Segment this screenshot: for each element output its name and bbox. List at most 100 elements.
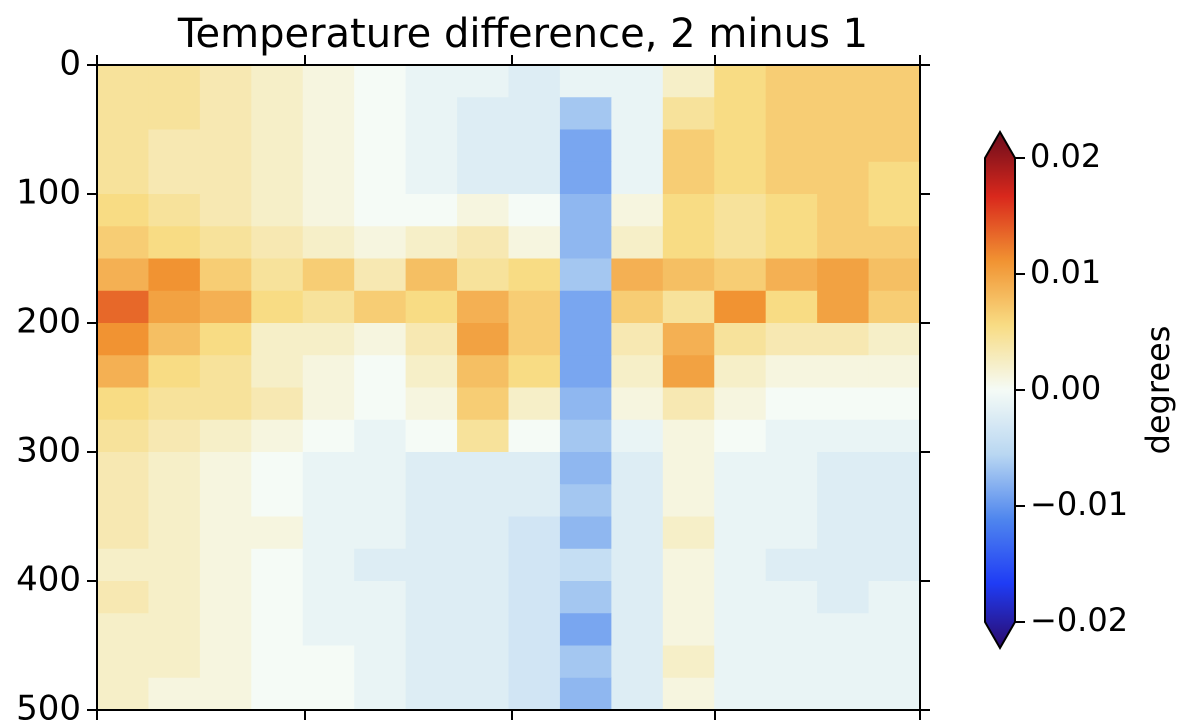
heatmap-cell bbox=[868, 129, 921, 163]
heatmap-cell bbox=[199, 258, 252, 292]
heatmap-cell bbox=[405, 677, 458, 711]
heatmap-cell bbox=[354, 548, 407, 582]
heatmap-cell bbox=[662, 419, 715, 453]
heatmap-cell bbox=[559, 161, 612, 195]
heatmap-cell bbox=[354, 355, 407, 388]
heatmap-cell bbox=[765, 355, 818, 388]
heatmap-cell bbox=[354, 452, 407, 485]
heatmap-cell bbox=[611, 387, 664, 421]
heatmap-cell bbox=[148, 194, 201, 227]
heatmap-cell bbox=[765, 97, 818, 130]
heatmap-cell bbox=[559, 677, 612, 711]
heatmap-cell bbox=[662, 290, 715, 324]
heatmap-cell bbox=[765, 484, 818, 517]
heatmap-cell bbox=[97, 452, 149, 485]
heatmap-cell bbox=[714, 516, 767, 550]
x-ticks bbox=[96, 55, 921, 720]
heatmap-cell bbox=[868, 548, 921, 582]
heatmap-cell bbox=[817, 161, 870, 195]
heatmap-cell bbox=[714, 613, 767, 646]
heatmap-cell bbox=[148, 355, 201, 388]
heatmap-cell bbox=[611, 290, 664, 324]
heatmap-cell bbox=[354, 258, 407, 292]
heatmap-cell bbox=[817, 581, 870, 614]
heatmap-cell bbox=[868, 355, 921, 388]
heatmap-cell bbox=[559, 129, 612, 163]
heatmap-cell bbox=[714, 258, 767, 292]
heatmap-cell bbox=[354, 194, 407, 227]
heatmap-cell bbox=[611, 226, 664, 259]
heatmap-cell bbox=[765, 548, 818, 582]
heatmap-cell bbox=[508, 258, 561, 292]
heatmap-cell bbox=[148, 97, 201, 130]
heatmap-cell bbox=[405, 419, 458, 453]
heatmap-cell bbox=[868, 226, 921, 259]
heatmap-cell bbox=[148, 226, 201, 259]
heatmap-cell bbox=[199, 548, 252, 582]
heatmap-cell bbox=[405, 226, 458, 259]
heatmap-cell bbox=[148, 323, 201, 356]
heatmap-cell bbox=[148, 387, 201, 421]
heatmap-cell bbox=[868, 516, 921, 550]
heatmap-cell bbox=[251, 452, 304, 485]
heatmap-cell bbox=[405, 613, 458, 646]
heatmap-cell bbox=[714, 290, 767, 324]
heatmap-cell bbox=[868, 65, 921, 98]
heatmap-cell bbox=[302, 548, 355, 582]
heatmap-cell bbox=[662, 613, 715, 646]
heatmap-cell bbox=[457, 129, 509, 163]
heatmap-cell bbox=[457, 645, 509, 679]
heatmap-cell bbox=[148, 484, 201, 517]
heatmap-cell bbox=[611, 516, 664, 550]
heatmap-cell bbox=[508, 419, 561, 453]
heatmap-cell bbox=[817, 516, 870, 550]
heatmap-cell bbox=[457, 97, 509, 130]
heatmap-cell bbox=[302, 290, 355, 324]
heatmap-cell bbox=[817, 226, 870, 259]
heatmap-cell bbox=[148, 65, 201, 98]
heatmap-cell bbox=[714, 419, 767, 453]
heatmap-cell bbox=[302, 129, 355, 163]
heatmap-cell bbox=[868, 645, 921, 679]
heatmap-cell bbox=[817, 194, 870, 227]
heatmap-cell bbox=[405, 581, 458, 614]
heatmap-cell bbox=[457, 516, 509, 550]
y-tick-label: 100 bbox=[16, 173, 81, 213]
heatmap-cell bbox=[868, 581, 921, 614]
y-tick-label: 400 bbox=[16, 560, 81, 600]
heatmap-cell bbox=[97, 387, 149, 421]
heatmap-cell bbox=[868, 323, 921, 356]
heatmap-cell bbox=[251, 290, 304, 324]
heatmap-cell bbox=[97, 677, 149, 711]
heatmap-cell bbox=[817, 387, 870, 421]
heatmap-cell bbox=[302, 452, 355, 485]
heatmap-cell bbox=[611, 258, 664, 292]
heatmap-cell bbox=[302, 677, 355, 711]
heatmap-cell bbox=[765, 258, 818, 292]
heatmap-cell bbox=[302, 419, 355, 453]
heatmap-cell bbox=[354, 484, 407, 517]
heatmap-cell bbox=[662, 129, 715, 163]
heatmap-cell bbox=[611, 548, 664, 582]
heatmap-cell bbox=[302, 516, 355, 550]
heatmap-cell bbox=[405, 355, 458, 388]
colorbar bbox=[984, 129, 1016, 651]
heatmap-cell bbox=[714, 484, 767, 517]
heatmap-cell bbox=[817, 677, 870, 711]
y-tick-label: 500 bbox=[16, 689, 81, 728]
heatmap-cell bbox=[611, 355, 664, 388]
heatmap-cell bbox=[868, 194, 921, 227]
heatmap-cell bbox=[405, 323, 458, 356]
heatmap-cell bbox=[559, 516, 612, 550]
heatmap-cell bbox=[611, 452, 664, 485]
heatmap-cell bbox=[457, 323, 509, 356]
heatmap-cell bbox=[251, 677, 304, 711]
heatmap-cell bbox=[765, 387, 818, 421]
heatmap-cell bbox=[765, 323, 818, 356]
heatmap-cell bbox=[714, 161, 767, 195]
heatmap-cell bbox=[354, 613, 407, 646]
heatmap-cell bbox=[457, 452, 509, 485]
heatmap-cell bbox=[302, 355, 355, 388]
heatmap-cell bbox=[457, 161, 509, 195]
